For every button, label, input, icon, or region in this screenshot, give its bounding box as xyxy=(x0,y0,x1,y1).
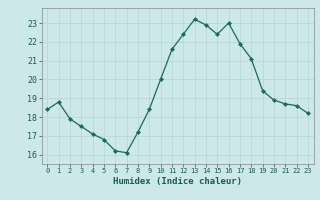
X-axis label: Humidex (Indice chaleur): Humidex (Indice chaleur) xyxy=(113,177,242,186)
